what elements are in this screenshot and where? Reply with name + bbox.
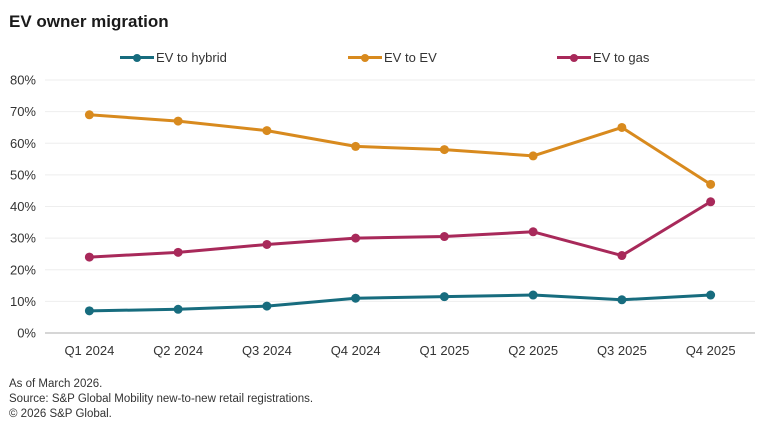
- y-tick-label: 70%: [10, 104, 36, 119]
- data-point-ev-to-ev: [528, 151, 538, 161]
- data-point-ev-to-ev: [262, 126, 272, 136]
- footer-date-note: As of March 2026.: [9, 378, 103, 390]
- data-point-ev-to-gas: [262, 239, 272, 249]
- series-line-ev-to-ev: [87, 113, 713, 186]
- series-line-ev-to-gas: [87, 200, 713, 259]
- x-tick-label: Q3 2024: [242, 343, 292, 358]
- legend-swatch-ev-to-ev: [348, 53, 382, 62]
- data-point-ev-to-ev: [84, 110, 94, 120]
- data-point-ev-to-gas: [351, 233, 361, 243]
- data-point-ev-to-ev: [351, 141, 361, 151]
- x-tick-label: Q4 2024: [331, 343, 381, 358]
- data-point-ev-to-gas: [706, 197, 716, 207]
- y-tick-label: 30%: [10, 231, 36, 246]
- x-tick-label: Q2 2025: [508, 343, 558, 358]
- legend-label: EV to EV: [384, 50, 437, 65]
- data-point-ev-to-ev: [706, 179, 716, 189]
- x-tick-label: Q1 2025: [419, 343, 469, 358]
- x-tick-label: Q2 2024: [153, 343, 203, 358]
- chart-footer: As of March 2026. Source: S&P Global Mob…: [9, 377, 313, 422]
- y-tick-label: 80%: [10, 73, 36, 88]
- x-tick-label: Q3 2025: [597, 343, 647, 358]
- data-point-ev-to-gas: [617, 251, 627, 261]
- x-tick-label: Q1 2024: [64, 343, 114, 358]
- data-point-ev-to-hybrid: [173, 304, 183, 314]
- legend: EV to hybrid EV to EV EV to gas: [0, 50, 768, 70]
- data-point-ev-to-ev: [439, 145, 449, 155]
- footer-source: Source: S&P Global Mobility new-to-new r…: [9, 393, 314, 405]
- y-tick-label: 40%: [10, 199, 36, 214]
- y-tick-label: 0%: [17, 326, 36, 341]
- y-tick-label: 20%: [10, 262, 36, 277]
- data-point-ev-to-hybrid: [351, 293, 361, 303]
- legend-label: EV to hybrid: [156, 50, 227, 65]
- y-tick-label: 10%: [10, 294, 36, 309]
- footer-copyright: © 2026 S&P Global.: [9, 408, 112, 420]
- legend-swatch-ev-to-gas: [557, 53, 591, 62]
- data-point-ev-to-hybrid: [262, 301, 272, 311]
- chart-title: EV owner migration: [9, 12, 169, 31]
- data-point-ev-to-gas: [528, 227, 538, 237]
- legend-label: EV to gas: [593, 50, 650, 65]
- data-point-ev-to-gas: [173, 247, 183, 257]
- legend-item-ev-to-ev: EV to EV: [348, 50, 437, 65]
- data-point-ev-to-gas: [84, 252, 94, 262]
- data-point-ev-to-hybrid: [617, 295, 627, 305]
- data-point-ev-to-ev: [173, 116, 183, 126]
- data-point-ev-to-hybrid: [706, 290, 716, 300]
- data-point-ev-to-ev: [617, 122, 627, 132]
- legend-item-ev-to-hybrid: EV to hybrid: [120, 50, 227, 65]
- data-point-ev-to-hybrid: [84, 306, 94, 316]
- y-tick-label: 60%: [10, 136, 36, 151]
- y-tick-label: 50%: [10, 167, 36, 182]
- x-tick-label: Q4 2025: [686, 343, 736, 358]
- data-point-ev-to-hybrid: [439, 292, 449, 302]
- data-point-ev-to-gas: [439, 232, 449, 242]
- series-line-ev-to-hybrid: [87, 293, 713, 313]
- data-point-ev-to-hybrid: [528, 290, 538, 300]
- legend-swatch-ev-to-hybrid: [120, 53, 154, 62]
- legend-item-ev-to-gas: EV to gas: [557, 50, 649, 65]
